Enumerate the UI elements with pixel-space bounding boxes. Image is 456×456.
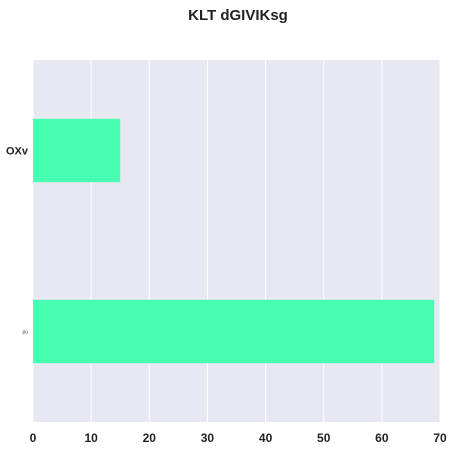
- x-tick-label: 10: [84, 431, 98, 445]
- bar-0: [33, 118, 121, 183]
- bar-1: [33, 299, 435, 364]
- y-axis-categories: OXv pü: [6, 146, 29, 336]
- bars: [33, 118, 435, 364]
- x-tick-label: 60: [375, 431, 389, 445]
- chart-title: KLT dGIVIKsg: [188, 7, 288, 24]
- x-tick-label: 40: [259, 431, 273, 445]
- x-tick-label: 20: [143, 431, 157, 445]
- y-category-label: OXv: [6, 146, 29, 158]
- x-tick-label: 70: [433, 431, 447, 445]
- plot-area: [33, 60, 440, 422]
- x-tick-label: 30: [201, 431, 215, 445]
- x-tick-label: 0: [30, 431, 37, 445]
- x-tick-label: 50: [317, 431, 331, 445]
- x-axis-ticks: 0 10 20 30 40 50 60 70: [30, 431, 447, 445]
- y-category-label: pü: [22, 330, 28, 336]
